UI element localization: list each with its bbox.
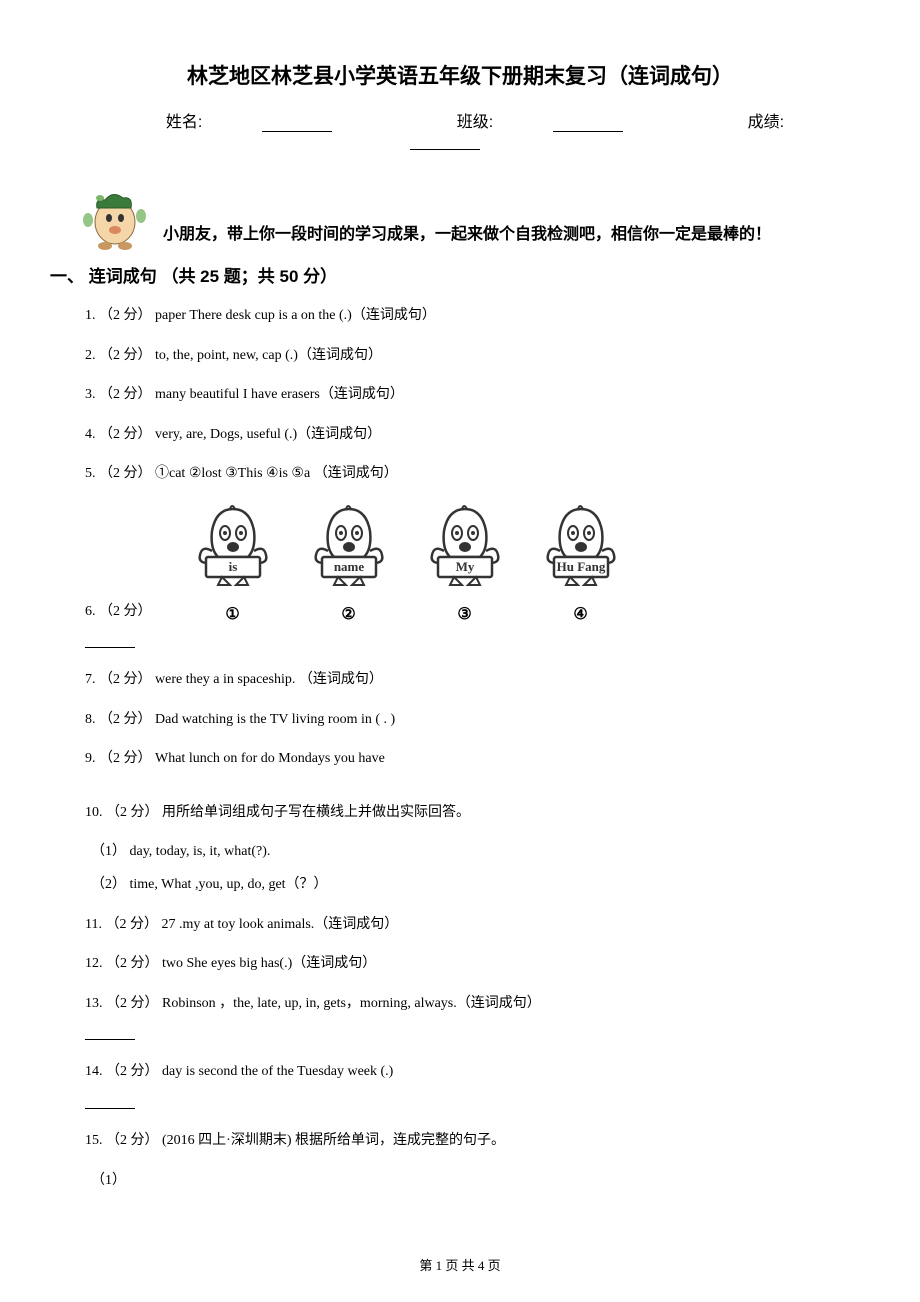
question-11: 11. （2 分） 27 .my at toy look animals.（连词… bbox=[55, 912, 865, 939]
answer-blank bbox=[85, 1099, 135, 1109]
character-group: is ① name ② bbox=[192, 501, 622, 624]
class-field: 班级: bbox=[427, 114, 653, 131]
svg-text:is: is bbox=[228, 559, 237, 574]
question-15: 15. （2 分） (2016 四上·深圳期末) 根据所给单词，连成完整的句子。 bbox=[55, 1128, 865, 1155]
question-6: 6. （2 分） is ① bbox=[55, 501, 865, 624]
question-13: 13. （2 分） Robinson ，the, late, up, in, g… bbox=[55, 991, 865, 1018]
question-12: 12. （2 分） two She eyes big has(.)（连词成句） bbox=[55, 951, 865, 978]
character-item: Hu Fang ④ bbox=[540, 501, 622, 624]
character-icon: Hu Fang bbox=[540, 501, 622, 586]
character-icon: is bbox=[192, 501, 274, 586]
question-5: 5. （2 分） ①cat ②lost ③This ④is ⑤a （连词成句） bbox=[55, 461, 865, 488]
question-7: 7. （2 分） were they a in spaceship. （连词成句… bbox=[55, 667, 865, 694]
student-info-row: 姓名: 班级: 成绩: bbox=[55, 108, 865, 150]
question-3: 3. （2 分） many beautiful I have erasers（连… bbox=[55, 382, 865, 409]
answer-blank bbox=[85, 1030, 135, 1040]
character-icon: name bbox=[308, 501, 390, 586]
svg-text:Hu Fang: Hu Fang bbox=[556, 559, 605, 574]
question-10-2: （2） time, What ,you, up, do, get（？） bbox=[55, 872, 865, 899]
intro-row: 小朋友，带上你一段时间的学习成果，一起来做个自我检测吧，相信你一定是最棒的！ bbox=[55, 180, 865, 252]
intro-text: 小朋友，带上你一段时间的学习成果，一起来做个自我检测吧，相信你一定是最棒的！ bbox=[163, 220, 865, 252]
section-header: 一、 连词成句 （共 25 题；共 50 分） bbox=[50, 262, 865, 287]
page-title: 林芝地区林芝县小学英语五年级下册期末复习（连词成句） bbox=[55, 60, 865, 90]
character-number: ③ bbox=[457, 604, 471, 624]
character-item: is ① bbox=[192, 501, 274, 624]
character-item: My ③ bbox=[424, 501, 506, 624]
question-6-label: 6. （2 分） bbox=[85, 600, 152, 624]
character-item: name ② bbox=[308, 501, 390, 624]
question-1: 1. （2 分） paper There desk cup is a on th… bbox=[55, 303, 865, 330]
question-8: 8. （2 分） Dad watching is the TV living r… bbox=[55, 707, 865, 734]
answer-blank bbox=[85, 638, 135, 648]
question-4: 4. （2 分） very, are, Dogs, useful (.)（连词成… bbox=[55, 422, 865, 449]
question-15-1: （1） bbox=[55, 1168, 865, 1195]
page-footer: 第 1 页 共 4 页 bbox=[0, 1255, 920, 1274]
question-10: 10. （2 分） 用所给单词组成句子写在横线上并做出实际回答。 bbox=[55, 800, 865, 827]
character-number: ① bbox=[225, 604, 239, 624]
svg-text:My: My bbox=[455, 559, 474, 574]
question-14: 14. （2 分） day is second the of the Tuesd… bbox=[55, 1059, 865, 1086]
name-field: 姓名: bbox=[136, 114, 362, 131]
question-9: 9. （2 分） What lunch on for do Mondays yo… bbox=[55, 746, 865, 773]
character-number: ② bbox=[341, 604, 355, 624]
character-number: ④ bbox=[573, 604, 587, 624]
mascot-icon bbox=[75, 180, 153, 252]
question-2: 2. （2 分） to, the, point, new, cap (.)（连词… bbox=[55, 343, 865, 370]
svg-text:name: name bbox=[333, 559, 364, 574]
character-icon: My bbox=[424, 501, 506, 586]
question-10-1: （1） day, today, is, it, what(?). bbox=[55, 839, 865, 866]
